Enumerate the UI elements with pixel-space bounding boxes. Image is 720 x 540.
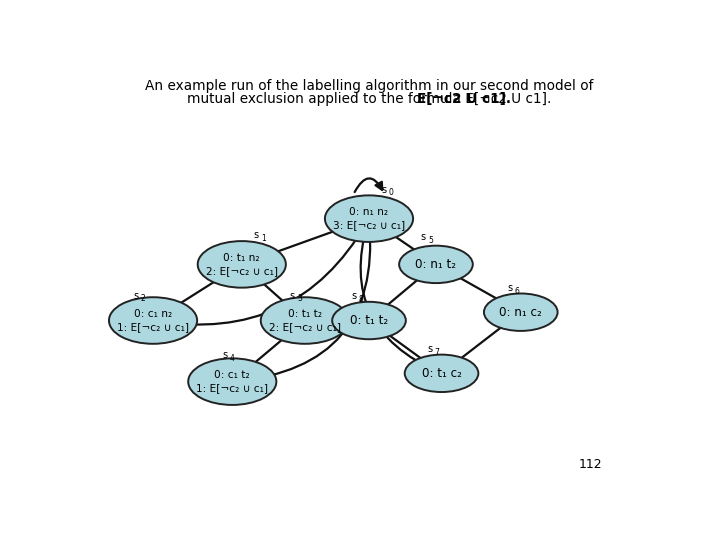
- Ellipse shape: [484, 293, 557, 331]
- Ellipse shape: [332, 302, 406, 339]
- Text: s: s: [508, 282, 513, 293]
- Text: 0: 0: [389, 188, 393, 198]
- Ellipse shape: [405, 355, 478, 392]
- Text: 2: 2: [141, 294, 145, 303]
- Ellipse shape: [261, 297, 349, 344]
- Text: 0: n₁ t₂: 0: n₁ t₂: [415, 258, 456, 271]
- Text: s: s: [427, 344, 432, 354]
- Text: 3: 3: [297, 294, 302, 303]
- Text: s: s: [133, 291, 139, 301]
- Text: 8: 8: [359, 295, 363, 304]
- Text: 0: n₁ n₂
3: E[¬c₂ ∪ c₁]: 0: n₁ n₂ 3: E[¬c₂ ∪ c₁]: [333, 207, 405, 230]
- Text: 0: t₁ c₂: 0: t₁ c₂: [422, 367, 462, 380]
- Text: 0: t₁ t₂
2: E[¬c₂ ∪ c₁]: 0: t₁ t₂ 2: E[¬c₂ ∪ c₁]: [269, 309, 341, 332]
- Ellipse shape: [109, 297, 197, 344]
- Text: 5: 5: [428, 237, 433, 245]
- Text: s: s: [421, 232, 426, 242]
- Text: E[¬c2 U c1].: E[¬c2 U c1].: [227, 92, 511, 106]
- Text: s: s: [253, 230, 258, 240]
- Ellipse shape: [198, 241, 286, 288]
- Text: An example run of the labelling algorithm in our second model of: An example run of the labelling algorith…: [145, 78, 593, 92]
- Text: s: s: [289, 291, 295, 301]
- Text: 7: 7: [434, 348, 439, 357]
- Ellipse shape: [325, 195, 413, 242]
- Text: 0: c₁ n₂
1: E[¬c₂ ∪ c₁]: 0: c₁ n₂ 1: E[¬c₂ ∪ c₁]: [117, 309, 189, 332]
- Text: s: s: [382, 185, 387, 194]
- Ellipse shape: [188, 359, 276, 405]
- Text: mutual exclusion applied to the formula E[¬c2 U c1].: mutual exclusion applied to the formula …: [186, 92, 552, 106]
- Text: 0: t₁ n₂
2: E[¬c₂ ∪ c₁]: 0: t₁ n₂ 2: E[¬c₂ ∪ c₁]: [206, 253, 278, 276]
- Text: s: s: [222, 350, 228, 360]
- Text: 0: c₁ t₂
1: E[¬c₂ ∪ c₁]: 0: c₁ t₂ 1: E[¬c₂ ∪ c₁]: [197, 370, 269, 393]
- Text: 112: 112: [579, 458, 602, 471]
- Ellipse shape: [399, 246, 473, 283]
- Text: 4: 4: [230, 354, 235, 363]
- Text: 1: 1: [261, 234, 266, 243]
- Text: 6: 6: [515, 287, 520, 295]
- Text: 0: n₁ c₂: 0: n₁ c₂: [500, 306, 542, 319]
- Text: 0: t₁ t₂: 0: t₁ t₂: [350, 314, 388, 327]
- Text: s: s: [351, 291, 356, 301]
